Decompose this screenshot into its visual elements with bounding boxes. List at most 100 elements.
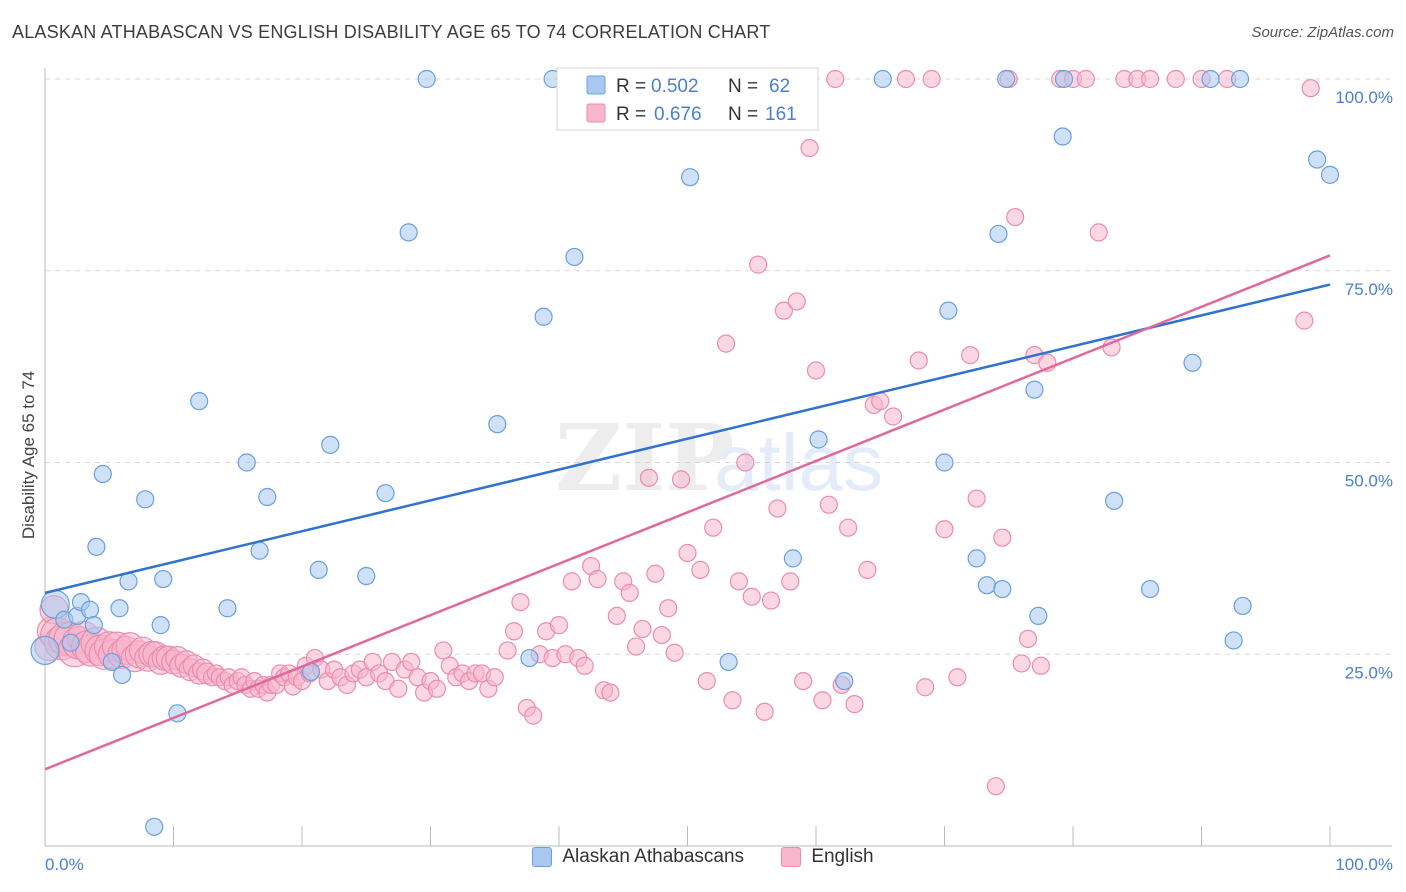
english-point — [774, 301, 793, 320]
english-point — [948, 668, 967, 687]
bottom-legend-english: English — [781, 846, 874, 868]
y-axis-label: Disability Age 65 to 74 — [19, 371, 38, 539]
english-point — [781, 572, 800, 591]
english-point — [1301, 79, 1320, 98]
english-point — [549, 616, 569, 635]
athabascan-point — [84, 616, 103, 635]
english-point — [1166, 69, 1185, 89]
athabascan-point — [321, 435, 340, 454]
english-point — [909, 351, 928, 370]
english-point — [787, 292, 806, 311]
athabascan-point — [565, 247, 584, 267]
english-point — [704, 518, 723, 537]
athabascan-point — [1183, 353, 1202, 372]
english-point — [871, 392, 890, 411]
english-point — [768, 499, 787, 518]
athabascan-point — [977, 576, 997, 595]
english-point — [671, 470, 691, 489]
athabascan-point — [151, 616, 170, 635]
athabascan-point — [237, 453, 256, 472]
x-tick-label-min: 0.0% — [45, 855, 84, 874]
athabascan-point — [1201, 69, 1220, 89]
english-point — [504, 622, 524, 641]
grid-lines — [45, 78, 1392, 655]
bottom-legend-swatch-english — [781, 847, 802, 867]
athabascan-point — [783, 549, 802, 568]
y-tick-labels: 25.0% 50.0% 75.0% 100.0% — [1335, 88, 1393, 682]
english-point — [697, 671, 716, 691]
english-point — [659, 599, 678, 618]
athabascan-point — [719, 652, 738, 672]
athabascan-point — [1140, 579, 1160, 599]
english-point — [749, 255, 768, 274]
english-point — [1076, 69, 1095, 89]
athabascan-point — [93, 464, 112, 484]
legend-box: R = 0.502 N = 62 R = 0.676 N = 161 — [556, 67, 819, 131]
english-point — [761, 591, 781, 610]
bottom-legend-swatch-athabascan — [532, 847, 553, 867]
english-point — [1006, 207, 1025, 227]
english-point — [389, 679, 408, 698]
athabascan-point — [190, 392, 209, 411]
english-point — [1018, 629, 1038, 649]
legend-swatch-english — [586, 103, 606, 123]
english-point — [402, 652, 421, 672]
english-point — [839, 518, 858, 537]
athabascan-point — [30, 635, 60, 666]
athabascan-point — [1105, 491, 1124, 510]
athabascan-point — [520, 648, 539, 668]
english-point — [826, 69, 845, 89]
y-tick-label: 50.0% — [1345, 472, 1393, 491]
english-point — [498, 641, 517, 660]
legend-r-label-1: R = — [616, 76, 646, 97]
athabascan-point — [989, 224, 1008, 244]
legend-n-value-2: 161 — [765, 104, 797, 125]
athabascan-point — [417, 69, 436, 89]
athabascan-point — [488, 415, 507, 434]
athabascan-point — [835, 671, 854, 691]
english-point — [646, 564, 665, 583]
english-point — [986, 777, 1006, 796]
english-point — [562, 572, 581, 591]
athabascan-point — [357, 566, 376, 586]
athabascan-point — [1230, 69, 1250, 89]
athabascan-point — [997, 69, 1016, 89]
english-point — [575, 656, 594, 675]
english-point — [819, 495, 838, 514]
athabascan-point — [1054, 69, 1074, 89]
legend-n-value-1: 62 — [769, 76, 790, 97]
athabascan-point — [1053, 127, 1072, 146]
english-point — [678, 543, 697, 563]
athabascan-point — [809, 430, 828, 449]
english-point — [633, 619, 652, 639]
english-point — [961, 346, 980, 365]
english-point — [935, 520, 954, 539]
english-point — [639, 468, 659, 487]
bottom-legend: Alaskan Athabascans English — [0, 846, 1406, 873]
y-tick-label: 75.0% — [1345, 280, 1393, 299]
athabascan-point — [1025, 380, 1044, 399]
english-point — [665, 643, 684, 662]
legend-n-label-1: N = — [728, 76, 758, 97]
athabascan-point — [309, 560, 328, 579]
athabascan-point — [993, 579, 1012, 599]
axes — [44, 68, 1392, 847]
english-point — [1295, 311, 1314, 330]
english-point — [794, 671, 813, 691]
bottom-legend-label-english: English — [811, 846, 874, 867]
english-point — [845, 695, 864, 714]
english-point — [813, 691, 832, 710]
athabascan-point — [1308, 150, 1327, 169]
legend-r-label-2: R = — [616, 104, 646, 125]
athabascan-points — [30, 69, 1340, 836]
bottom-legend-athabascan: Alaskan Athabascans — [532, 846, 744, 868]
athabascan-point — [154, 569, 173, 589]
english-point — [967, 489, 986, 508]
athabascan-point — [80, 600, 100, 619]
athabascan-point — [110, 599, 129, 618]
legend-swatch-athabascan — [586, 75, 606, 95]
english-point — [607, 606, 626, 626]
english-point — [716, 334, 736, 353]
x-tick-label-max: 100.0% — [1335, 855, 1393, 874]
